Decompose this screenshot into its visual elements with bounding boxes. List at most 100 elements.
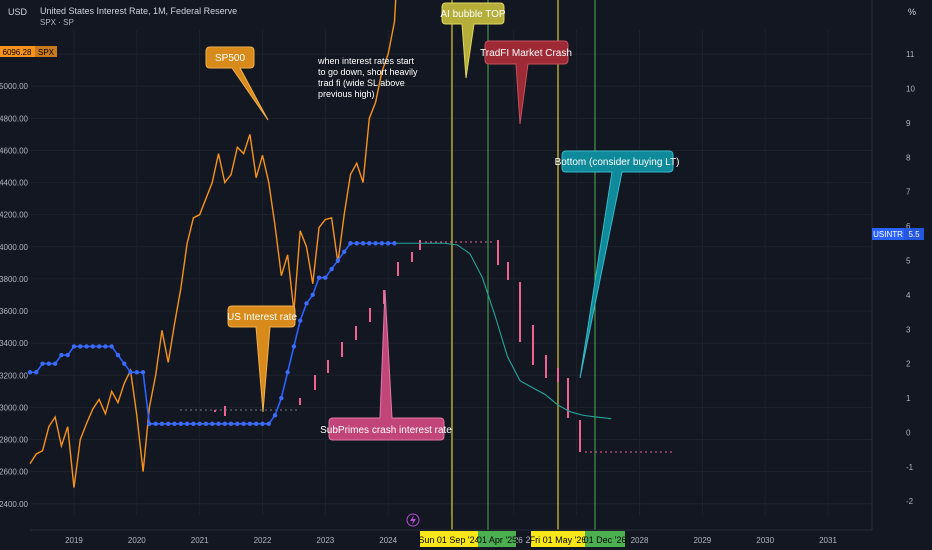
date-label-apr25: 01 Apr '25: [477, 535, 517, 545]
rate-point: [191, 421, 196, 427]
rate-point: [354, 241, 359, 246]
rate-price-tag: USINTR 5.5: [872, 228, 924, 240]
left-tick-label: 3000.00: [0, 403, 29, 412]
left-tick-label: 5000.00: [0, 82, 29, 91]
rate-point: [96, 344, 102, 349]
rate-point: [279, 395, 284, 401]
chart-title: United States Interest Rate, 1M, Federal…: [40, 6, 238, 16]
note-line-2: to go down, short heavily: [318, 67, 418, 77]
rate-point: [367, 241, 372, 246]
sp500-callout-text: SP500: [215, 53, 245, 64]
currency-label: USD: [8, 7, 28, 17]
right-tick-label: 11: [906, 50, 915, 59]
date-label-sep24: Sun 01 Sep '24: [418, 535, 479, 545]
rate-point: [348, 241, 353, 246]
lightning-icon[interactable]: [406, 513, 420, 527]
date-label-dec26-bg: [585, 531, 625, 547]
rate-point: [335, 258, 341, 263]
rate-point: [241, 421, 246, 427]
date-labels: Sun 01 Sep '24 01 Apr '25 2 Fri 01 May '…: [418, 531, 626, 547]
rate-point: [272, 413, 278, 418]
rate-point: [115, 352, 121, 358]
rate-point: [310, 292, 315, 298]
chart-subtitle: SPX · SP: [40, 18, 74, 27]
right-tick-label: 2: [906, 360, 911, 369]
date-label-sep24-bg: [420, 531, 478, 547]
right-tick-label: 10: [906, 84, 915, 93]
x-tick-label: 2020: [128, 536, 146, 545]
rate-point: [323, 275, 328, 280]
rate-point: [90, 344, 96, 349]
right-tick-label: 0: [906, 428, 911, 437]
rate-point: [122, 361, 127, 366]
note-line-1: when interest rates start: [317, 56, 415, 66]
rate-point: [341, 249, 347, 255]
rate-point: [84, 344, 89, 349]
x-tick-label: 2031: [819, 536, 837, 545]
rate-point: [260, 421, 265, 427]
left-tick-label: 2600.00: [0, 468, 29, 477]
rate-point: [392, 241, 397, 246]
rate-point: [184, 421, 190, 427]
right-unit-label: %: [908, 7, 917, 17]
series-sp500-line: [29, 0, 397, 488]
rate-point: [304, 301, 309, 306]
rate-point: [254, 421, 259, 427]
left-tick-label: 4400.00: [0, 179, 29, 188]
date-label-dec26: 01 Dec '26: [584, 535, 627, 545]
rate-point: [291, 344, 297, 349]
date-label-may26-bg: [531, 531, 585, 547]
rate-point: [34, 370, 39, 375]
callout-us-rate: US Interest rate: [227, 305, 297, 413]
rate-point: [203, 421, 209, 427]
rate-point: [153, 421, 158, 427]
x-tick-label: 2030: [756, 536, 774, 545]
right-tick-label: 8: [906, 153, 911, 162]
subprimes-callout-text: SubPrimes crash interest rate: [320, 425, 452, 436]
note-line-3: trad fi (wide SL above: [318, 78, 405, 88]
right-tick-label: 1: [906, 394, 911, 403]
series-forecast-line: [394, 242, 612, 420]
date-label-apr25-bg: [478, 531, 516, 547]
rate-point: [379, 241, 385, 246]
callout-subprimes: SubPrimes crash interest rate: [320, 289, 452, 441]
callout-bottom: Bottom (consider buying LT): [555, 150, 680, 379]
left-tick-label: 3200.00: [0, 371, 29, 380]
x-tick-label: 2029: [693, 536, 711, 545]
bottom-callout-text: Bottom (consider buying LT): [555, 157, 680, 168]
rate-point: [222, 421, 227, 427]
rate-point: [103, 344, 108, 349]
series-layer: [27, 0, 612, 488]
x-tick-label: 2022: [254, 536, 272, 545]
rate-point: [109, 344, 114, 349]
callout-tradfi: TradFI Market Crash: [480, 40, 572, 125]
right-tick-label: 4: [906, 291, 911, 300]
left-tick-label: 4800.00: [0, 114, 29, 123]
rate-point: [40, 361, 45, 366]
us-rate-callout-text: US Interest rate: [227, 312, 297, 323]
rate-point: [128, 370, 133, 375]
rate-point: [134, 370, 140, 375]
sp500-price-value: 6096.28: [3, 48, 32, 57]
rate-point: [46, 361, 52, 366]
note-line-4: previous high): [318, 89, 375, 99]
right-tick-label: -2: [906, 497, 914, 506]
left-tick-label: 4000.00: [0, 243, 29, 252]
rate-point: [385, 241, 391, 246]
right-tick-label: 7: [906, 188, 911, 197]
rate-point: [210, 421, 215, 427]
rate-point: [197, 421, 202, 427]
rate-point: [147, 421, 152, 427]
rate-point: [166, 421, 171, 427]
left-tick-label: 4200.00: [0, 211, 29, 220]
callout-sp500: SP500: [205, 46, 269, 121]
rate-point: [140, 370, 146, 375]
rate-point: [235, 421, 240, 427]
grid: [30, 30, 872, 515]
rate-point: [297, 318, 303, 323]
rate-point: [59, 352, 64, 358]
rate-point: [216, 421, 221, 427]
rate-point: [65, 352, 70, 358]
rate-point: [78, 344, 83, 349]
